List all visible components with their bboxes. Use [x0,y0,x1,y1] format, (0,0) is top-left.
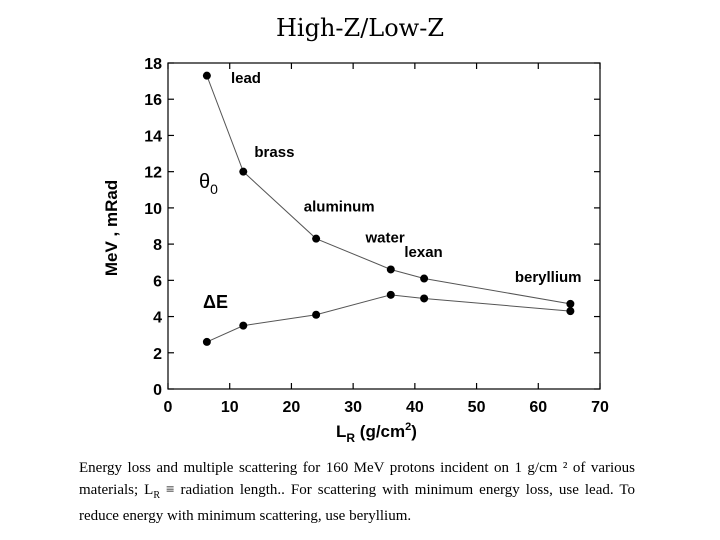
data-point [420,294,429,303]
y-tick-label: 16 [144,92,162,109]
series-line-1 [206,294,571,343]
data-point [202,337,211,346]
x-tick-label: 20 [283,399,301,416]
series-label-theta: θ0 [199,171,218,197]
annotation-label: aluminum [304,199,375,216]
data-point [239,321,248,330]
data-point [312,310,321,319]
caption: Energy loss and multiple scattering for … [79,458,635,528]
y-tick-label: 2 [153,346,162,363]
x-tick-label: 40 [406,399,424,416]
data-point [386,290,395,299]
x-tick-label: 30 [344,399,362,416]
plot-frame [167,62,601,390]
x-tick-label: 60 [529,399,547,416]
annotation-label: lexan [404,244,442,261]
y-tick-label: 12 [144,165,162,182]
data-point [312,234,321,243]
y-tick-label: 4 [153,310,162,327]
data-point [386,265,395,274]
caption-subscript: R [153,489,161,501]
data-point [566,299,575,308]
series-label-delta-e: ΔE [203,292,228,312]
slide-title: High-Z/Low-Z [275,14,444,42]
x-axis-label: LR (g/cm2) [336,421,417,445]
x-tick-label: 0 [164,399,173,416]
y-tick-label: 18 [144,56,162,73]
data-point [239,167,248,176]
x-tick-label: 70 [591,399,609,416]
caption-text-2: ≡ radiation length.. For scattering with… [79,481,635,525]
y-tick-label: 0 [153,382,162,399]
annotation-label: lead [231,70,261,87]
annotation-label: brass [254,144,294,161]
series-line-0 [206,75,571,305]
y-tick-label: 14 [144,128,162,145]
y-tick-label: 10 [144,201,162,218]
annotation-label: beryllium [515,269,582,286]
data-point [566,307,575,316]
chart: 0 2 4 6 8 10 12 14 16 18 0 10 20 30 40 50 60 70 MeV , mRad… [102,56,609,445]
annotation-label: water [364,229,404,246]
data-point [420,274,429,283]
data-point [202,71,211,80]
y-tick-label: 6 [153,273,162,290]
caption-text-1: Energy loss and multiple scattering for … [79,460,635,498]
x-tick-label: 50 [468,399,486,416]
x-tick-label: 10 [221,399,239,416]
y-tick-label: 8 [153,237,162,254]
y-axis-label: MeV , mRad [102,180,121,276]
